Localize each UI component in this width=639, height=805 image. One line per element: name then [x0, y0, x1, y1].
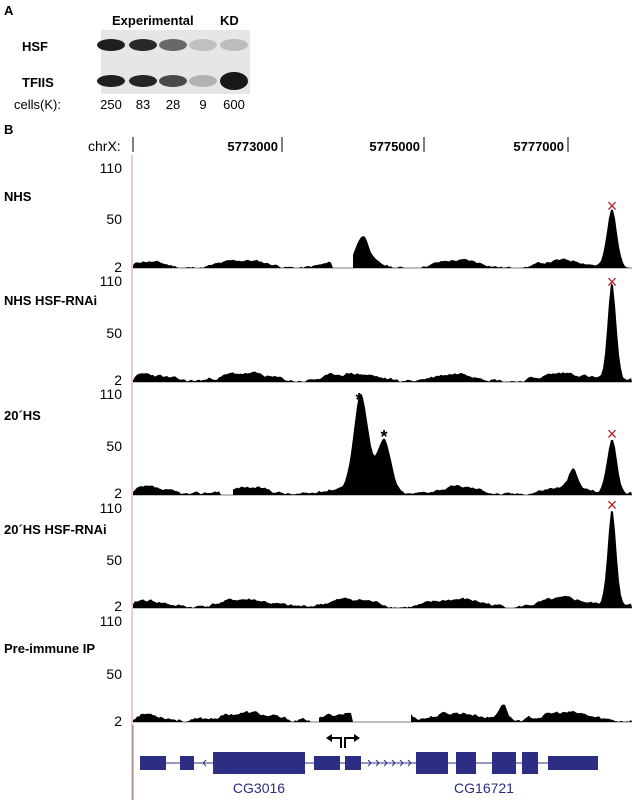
gene-label-cg16721: CG16721 [454, 780, 514, 796]
outlier-markers: × × × × [607, 196, 618, 515]
exon [140, 756, 166, 770]
gene-model: CG3016 CG16721 [140, 752, 598, 796]
panel-a-label: A [4, 3, 14, 18]
blot-band [97, 75, 125, 87]
outlier-marker: × [607, 272, 618, 292]
y-axis-mid: 50 [106, 438, 122, 454]
exon [213, 752, 305, 774]
track-20hs-hsf-rnai: 20´HS HSF-RNAi 110 50 2 [4, 500, 122, 614]
cell-count: 250 [100, 97, 122, 112]
tfiis-row-label: TFIIS [22, 75, 54, 90]
bidirectional-promoter-arrows [326, 734, 360, 748]
y-axis-mid: 50 [106, 211, 122, 227]
track-20hs: 20´HS 110 50 2 * * [4, 386, 388, 501]
signal-profiles [133, 209, 632, 723]
y-axis-min: 2 [114, 372, 122, 388]
y-axis-mid: 50 [106, 666, 122, 682]
cell-count: 9 [199, 97, 206, 112]
y-axis-max: 110 [100, 386, 123, 402]
blot-band [220, 39, 248, 51]
track-nhs: NHS 110 50 2 [4, 160, 122, 275]
track-label: 20´HS [4, 408, 41, 423]
outlier-marker: × [607, 196, 618, 216]
signal-profile [133, 510, 632, 608]
y-axis-max: 110 [100, 500, 123, 516]
gene-label-cg3016: CG3016 [233, 780, 285, 796]
y-axis-min: 2 [114, 485, 122, 501]
signal-profile [133, 704, 632, 722]
outlier-marker: × [607, 424, 618, 444]
direction-chevrons-left [202, 759, 207, 767]
exon [345, 756, 361, 770]
blot-band [129, 39, 157, 51]
blot-band [220, 72, 248, 90]
peak-marker: * [380, 427, 387, 447]
outlier-marker: × [607, 495, 618, 515]
track-pre-immune-ip: Pre-immune IP 110 50 2 [4, 613, 122, 729]
exon [522, 752, 538, 774]
y-axis-mid: 50 [106, 552, 122, 568]
exon [456, 752, 476, 774]
track-label: NHS HSF-RNAi [4, 293, 97, 308]
exon [180, 756, 194, 770]
blot-band [189, 39, 217, 51]
experimental-label: Experimental [112, 13, 194, 28]
blot-band [97, 39, 125, 51]
exon [492, 752, 516, 774]
blot-band [129, 75, 157, 87]
y-axis-max: 110 [100, 613, 123, 629]
panel-b-label: B [4, 122, 13, 137]
signal-profile [133, 393, 632, 495]
direction-chevrons-right [367, 759, 412, 767]
y-axis-max: 110 [100, 273, 123, 289]
cell-count: 600 [223, 97, 245, 112]
y-axis-mid: 50 [106, 325, 122, 341]
track-label: Pre-immune IP [4, 641, 95, 656]
y-axis-min: 2 [114, 713, 122, 729]
signal-profile [133, 209, 632, 268]
y-axis-max: 110 [100, 160, 123, 176]
blot-band [159, 75, 187, 87]
chrom-label: chrX: [88, 138, 121, 154]
blot-band [189, 75, 217, 87]
coordinate-label: 5773000 [227, 139, 278, 154]
hsf-row-label: HSF [22, 39, 48, 54]
cell-count: 28 [166, 97, 180, 112]
coordinate-label: 5775000 [369, 139, 420, 154]
western-blot [97, 30, 250, 94]
cells-label: cells(K): [14, 97, 61, 112]
y-axis-min: 2 [114, 598, 122, 614]
exon [416, 752, 448, 774]
y-axis-min: 2 [114, 259, 122, 275]
coordinate-ruler: chrX: 5773000 5775000 5777000 [88, 137, 569, 154]
kd-label: KD [220, 13, 239, 28]
track-label: 20´HS HSF-RNAi [4, 522, 107, 537]
signal-profile [133, 283, 632, 382]
track-label: NHS [4, 189, 32, 204]
track-nhs-hsf-rnai: NHS HSF-RNAi 110 50 2 [4, 273, 122, 388]
cell-count: 83 [136, 97, 150, 112]
exon [548, 756, 598, 770]
blot-band [159, 39, 187, 51]
exon [314, 756, 340, 770]
coordinate-label: 5777000 [513, 139, 564, 154]
